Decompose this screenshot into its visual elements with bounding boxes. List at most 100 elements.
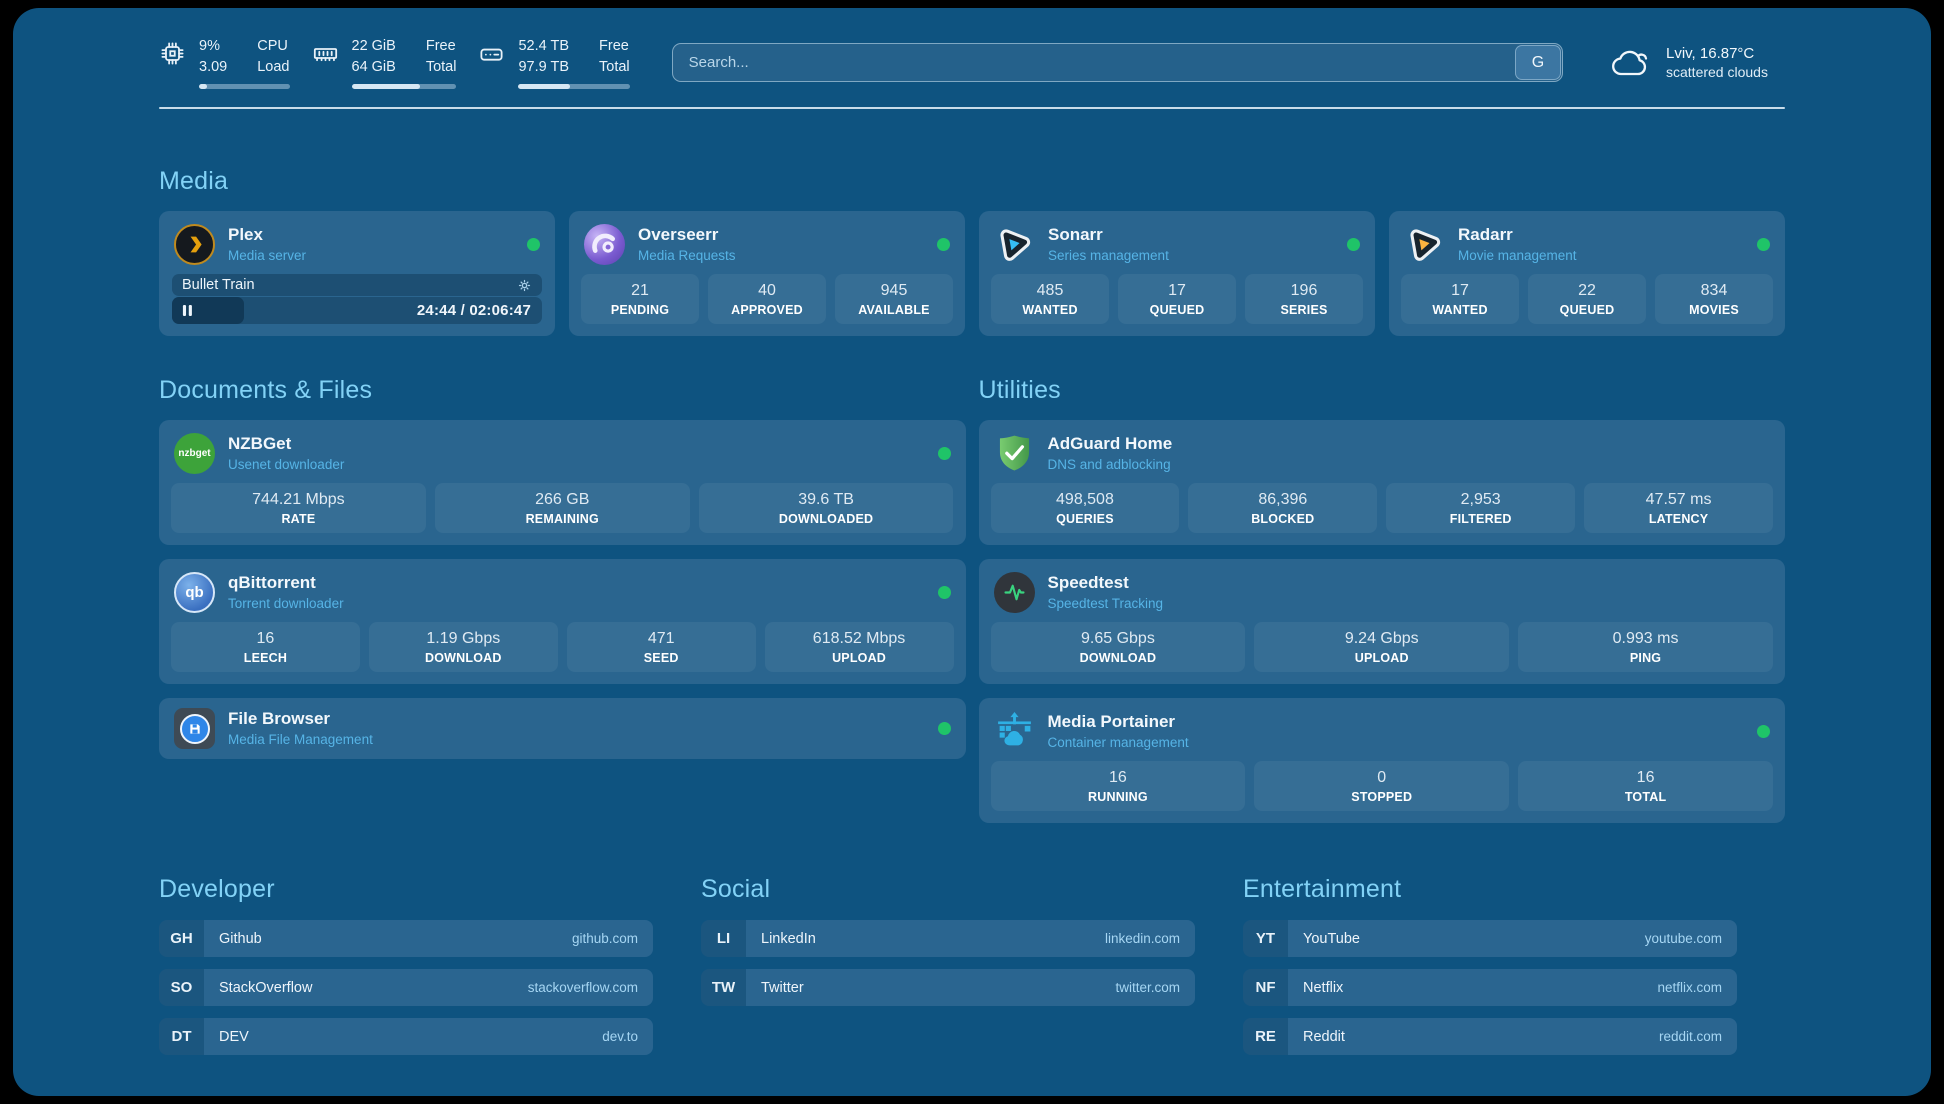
cloud-icon: [1612, 50, 1648, 75]
system-stats: 9% 3.09 CPU Load 22 GiB 64 GiB Free Total: [159, 36, 630, 90]
app-subtitle: DNS and adblocking: [1047, 457, 1171, 473]
bookmark-abbr: YT: [1243, 920, 1288, 958]
stat-queued: 17 QUEUED: [1118, 274, 1236, 325]
bookmark-name: Twitter: [761, 979, 804, 996]
playback-time: 24:44 / 02:06:47: [416, 302, 531, 320]
developer-section-title: Developer: [159, 875, 275, 904]
disk-progress: [518, 84, 630, 90]
bookmark-dev[interactable]: DT DEV dev.to: [159, 1018, 653, 1056]
bookmark-reddit[interactable]: RE Reddit reddit.com: [1243, 1018, 1737, 1056]
app-name: Overseerr: [638, 225, 719, 245]
sonarr-icon: [994, 224, 1035, 265]
bookmark-url: github.com: [571, 931, 638, 947]
speedtest-icon: [993, 572, 1035, 614]
overseerr-card[interactable]: Overseerr Media Requests 21 PENDING 40 APP…: [569, 211, 965, 337]
bookmark-url: twitter.com: [1115, 980, 1180, 996]
stat-filtered: 2,953 FILTERED: [1386, 483, 1576, 534]
ram-free-label: Free: [425, 38, 456, 54]
app-subtitle: Speedtest Tracking: [1047, 596, 1164, 612]
bookmark-twitter[interactable]: TW Twitter twitter.com: [701, 969, 1195, 1007]
portainer-card[interactable]: Media Portainer Container management 16 R…: [978, 698, 1785, 824]
bookmark-url: linkedin.com: [1104, 931, 1180, 947]
memory-stat: 22 GiB 64 GiB Free Total: [312, 36, 457, 90]
app-name: Speedtest: [1047, 573, 1129, 593]
disk-total-value: 97.9 TB: [518, 59, 570, 76]
stat-available: 945 AVAILABLE: [835, 274, 953, 325]
nzbget-icon: nzbget: [174, 433, 215, 475]
sonarr-card[interactable]: Sonarr Series management 485 WANTED 17 QUE…: [979, 211, 1375, 337]
app-name: NZBGet: [228, 434, 292, 454]
disk-free-value: 52.4 TB: [518, 38, 570, 54]
cpu-icon: [161, 42, 184, 65]
bookmark-name: StackOverflow: [219, 979, 313, 996]
radarr-card[interactable]: Radarr Movie management 17 WANTED 22 QUEUE…: [1389, 211, 1785, 337]
stat-stopped: 0 STOPPED: [1254, 761, 1510, 812]
disk-stat: 52.4 TB 97.9 TB Free Total: [478, 36, 630, 90]
ram-progress: [351, 84, 457, 90]
stat-wanted: 17 WANTED: [1401, 274, 1519, 325]
overseerr-icon: [584, 224, 625, 266]
cpu-percent: 9%: [199, 38, 220, 54]
cpu-stat: 9% 3.09 CPU Load: [159, 36, 290, 90]
speedtest-card[interactable]: Speedtest Speedtest Tracking 9.65 Gbps DO…: [978, 559, 1785, 685]
utilities-column: Utilities AdGuard Home DNS and adblockin…: [978, 376, 1785, 824]
disk-icon: [480, 48, 504, 61]
weather-condition: scattered clouds: [1666, 64, 1768, 81]
status-dot: [1757, 725, 1770, 739]
utilities-section-title: Utilities: [978, 376, 1061, 405]
bookmark-url: dev.to: [602, 1029, 638, 1045]
app-name: File Browser: [228, 709, 331, 729]
qbittorrent-card[interactable]: qb qBittorrent Torrent downloader 16 LEEC…: [159, 559, 966, 685]
bookmark-name: LinkedIn: [761, 930, 816, 947]
weather-widget[interactable]: Lviv, 16.87°C scattered clouds: [1609, 43, 1785, 83]
app-name: Media Portainer: [1047, 712, 1176, 732]
bookmark-github[interactable]: GH Github github.com: [159, 920, 653, 958]
bookmark-youtube[interactable]: YT YouTube youtube.com: [1243, 920, 1737, 958]
stat-remaining: 266 GB REMAINING: [434, 483, 690, 534]
social-section-title: Social: [701, 875, 771, 904]
bookmark-stackoverflow[interactable]: SO StackOverflow stackoverflow.com: [159, 969, 653, 1007]
weather-location-temp: Lviv, 16.87°C: [1666, 45, 1755, 63]
stat-downloaded: 39.6 TB DOWNLOADED: [698, 483, 954, 534]
app-name: qBittorrent: [228, 573, 316, 593]
entertainment-bookmarks: Entertainment YT YouTube youtube.com NF N…: [1243, 875, 1737, 1067]
bookmark-name: Netflix: [1303, 979, 1344, 996]
bookmark-linkedin[interactable]: LI LinkedIn linkedin.com: [701, 920, 1195, 958]
search-input[interactable]: [672, 44, 1514, 82]
social-bookmarks: Social LI LinkedIn linkedin.com TW Twitte…: [701, 875, 1195, 1067]
nzbget-card[interactable]: nzbget NZBGet Usenet downloader 744.21 M…: [159, 420, 966, 546]
stat-queries: 498,508 QUERIES: [990, 483, 1180, 534]
app-subtitle: Torrent downloader: [228, 596, 344, 612]
search-provider-button[interactable]: G: [1515, 45, 1561, 81]
plex-icon: [174, 224, 215, 266]
app-name: Plex: [228, 225, 263, 245]
stat-upload: 9.24 Gbps UPLOAD: [1254, 622, 1510, 673]
ram-icon: [313, 48, 337, 62]
portainer-icon: [994, 711, 1035, 752]
gear-icon[interactable]: [517, 278, 532, 293]
bookmark-name: DEV: [219, 1028, 249, 1045]
stat-seed: 471 SEED: [566, 622, 756, 673]
now-playing-title: Bullet Train: [182, 277, 255, 294]
app-subtitle: Container management: [1047, 735, 1189, 751]
stat-blocked: 86,396 BLOCKED: [1188, 483, 1378, 534]
app-subtitle: Series management: [1048, 248, 1169, 264]
bookmark-abbr: GH: [159, 920, 204, 958]
bookmark-abbr: RE: [1243, 1018, 1288, 1056]
header-divider: [159, 107, 1785, 110]
adguard-card[interactable]: AdGuard Home DNS and adblocking 498,508 Q…: [978, 420, 1785, 546]
pause-icon[interactable]: [182, 304, 193, 317]
filebrowser-card[interactable]: File Browser Media File Management: [159, 698, 966, 760]
playback-progress: 24:44 / 02:06:47: [172, 297, 542, 325]
bookmark-netflix[interactable]: NF Netflix netflix.com: [1243, 969, 1737, 1007]
filebrowser-icon: [174, 708, 215, 750]
bookmark-name: Github: [219, 930, 262, 947]
stat-wanted: 485 WANTED: [991, 274, 1109, 325]
bookmark-abbr: NF: [1243, 969, 1288, 1007]
stat-series: 196 SERIES: [1245, 274, 1363, 325]
stat-leech: 16 LEECH: [171, 622, 360, 673]
app-name: Radarr: [1458, 225, 1513, 245]
plex-card[interactable]: Plex Media server Bullet Train: [159, 211, 555, 337]
bookmark-abbr: LI: [701, 920, 746, 958]
radarr-icon: [1404, 224, 1445, 265]
